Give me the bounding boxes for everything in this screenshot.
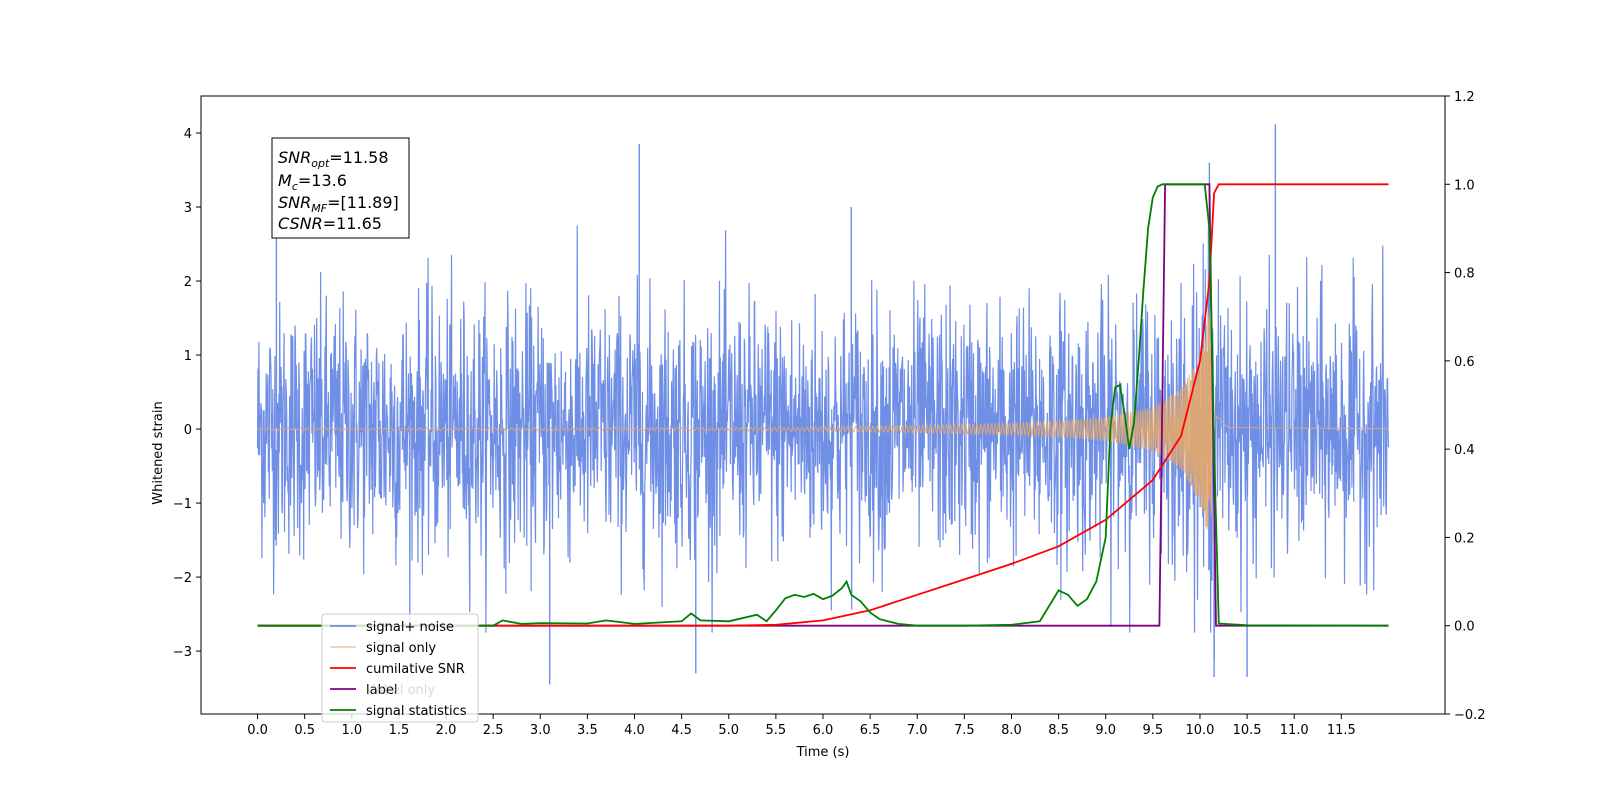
x-tick-label: 9.5: [1143, 723, 1164, 738]
x-tick-label: 10.5: [1233, 723, 1262, 738]
axes: 0.0 0.5 1.0 1.5 2.0 2.5 3.0 3.5 4.0 4.5 5.0 5.5 6.0 6…: [173, 90, 1486, 738]
x-tick-label: 7.0: [907, 723, 928, 738]
annotation-snr-mf-symbol: SNR: [278, 193, 311, 212]
x-tick-label: 6.5: [860, 723, 881, 738]
x-axis-label: Time (s): [796, 745, 850, 760]
y2-tick-label: 0.0: [1454, 620, 1475, 635]
x-tick-label: 11.5: [1327, 723, 1356, 738]
y2-tick-label: −0.2: [1454, 708, 1486, 723]
legend-box: [321, 613, 479, 723]
series-signal-only: [257, 313, 1389, 530]
x-tick-label: 2.5: [483, 723, 504, 738]
svg-text:Mc=13.6: Mc=13.6: [278, 171, 347, 193]
annotation-snr-opt-value: =11.58: [329, 148, 388, 167]
y-axis-label: Whitened strain: [151, 401, 166, 504]
annotation-snr-mf-value: =[11.89]: [327, 193, 399, 212]
legend-label: signal+ noise: [366, 620, 454, 635]
y-tick-label: 4: [184, 127, 192, 142]
svg-text:SNRopt=11.58: SNRopt=11.58: [278, 148, 389, 170]
annotation-mc-value: =13.6: [298, 171, 347, 190]
legend-label: signal statistics: [366, 704, 467, 719]
series-cumulative-snr: [257, 183, 1389, 627]
legend-label: label: [366, 683, 397, 698]
svg-text:SNRMF=[11.89]: SNRMF=[11.89]: [278, 193, 399, 215]
legend: signal+ noise signal only cumilative SNR la…: [321, 613, 479, 723]
x-tick-label: 4.0: [624, 723, 645, 738]
series-signal-statistics: [257, 183, 1389, 627]
legend-label: cumilative SNR: [366, 662, 465, 677]
x-tick-label: 4.5: [671, 723, 692, 738]
annotation-snr-opt-symbol: SNR: [278, 148, 311, 167]
y-tick-label: −2: [173, 571, 192, 586]
y2-tick-label: 0.8: [1454, 267, 1475, 282]
y2-tick-label: 0.6: [1454, 355, 1475, 370]
x-tick-label: 0.0: [247, 723, 268, 738]
x-tick-label: 6.0: [813, 723, 834, 738]
x-tick-label: 0.5: [294, 723, 315, 738]
x-tick-label: 2.0: [436, 723, 457, 738]
x-tick-label: 5.0: [718, 723, 739, 738]
legend-label-faded: label only: [372, 683, 435, 698]
y2-tick-label: 0.4: [1454, 443, 1475, 458]
x-tick-label: 9.0: [1095, 723, 1116, 738]
y-tick-label: −1: [173, 497, 192, 512]
annotation-mc-subscript: c: [292, 180, 298, 193]
x-tick-label: 1.5: [389, 723, 410, 738]
y-tick-label: 3: [184, 201, 192, 216]
annotation-csnr-symbol: CSNR: [278, 214, 323, 233]
x-tick-label: 8.0: [1001, 723, 1022, 738]
y-tick-label: −3: [173, 645, 192, 660]
plot-area: [256, 124, 1390, 685]
x-tick-label: 11.0: [1280, 723, 1309, 738]
x-tick-label: 3.0: [530, 723, 551, 738]
annotation-snr-mf-subscript: MF: [311, 202, 327, 215]
annotation-box: SNRopt=11.58 Mc=13.6 SNRMF=[11.89] CSNR=…: [271, 137, 410, 239]
y2-tick-label: 1.2: [1454, 90, 1475, 105]
y2-tick-label: 1.0: [1454, 178, 1475, 193]
y-tick-label: 1: [184, 349, 192, 364]
y-tick-label: 2: [184, 275, 192, 290]
x-tick-label: 3.5: [577, 723, 598, 738]
svg-text:CSNR=11.65: CSNR=11.65: [278, 214, 382, 233]
legend-label: signal only: [366, 641, 436, 656]
y2-tick-label: 0.2: [1454, 531, 1475, 546]
y-tick-label: 0: [184, 423, 192, 438]
x-tick-label: 7.5: [954, 723, 975, 738]
annotation-mc-symbol: M: [278, 171, 292, 190]
annotation-csnr-value: =11.65: [323, 214, 382, 233]
x-tick-label: 1.0: [341, 723, 362, 738]
annotation-snr-opt-subscript: opt: [311, 157, 330, 170]
x-tick-label: 8.5: [1048, 723, 1069, 738]
x-tick-label: 10.0: [1185, 723, 1214, 738]
x-tick-label: 5.5: [766, 723, 787, 738]
